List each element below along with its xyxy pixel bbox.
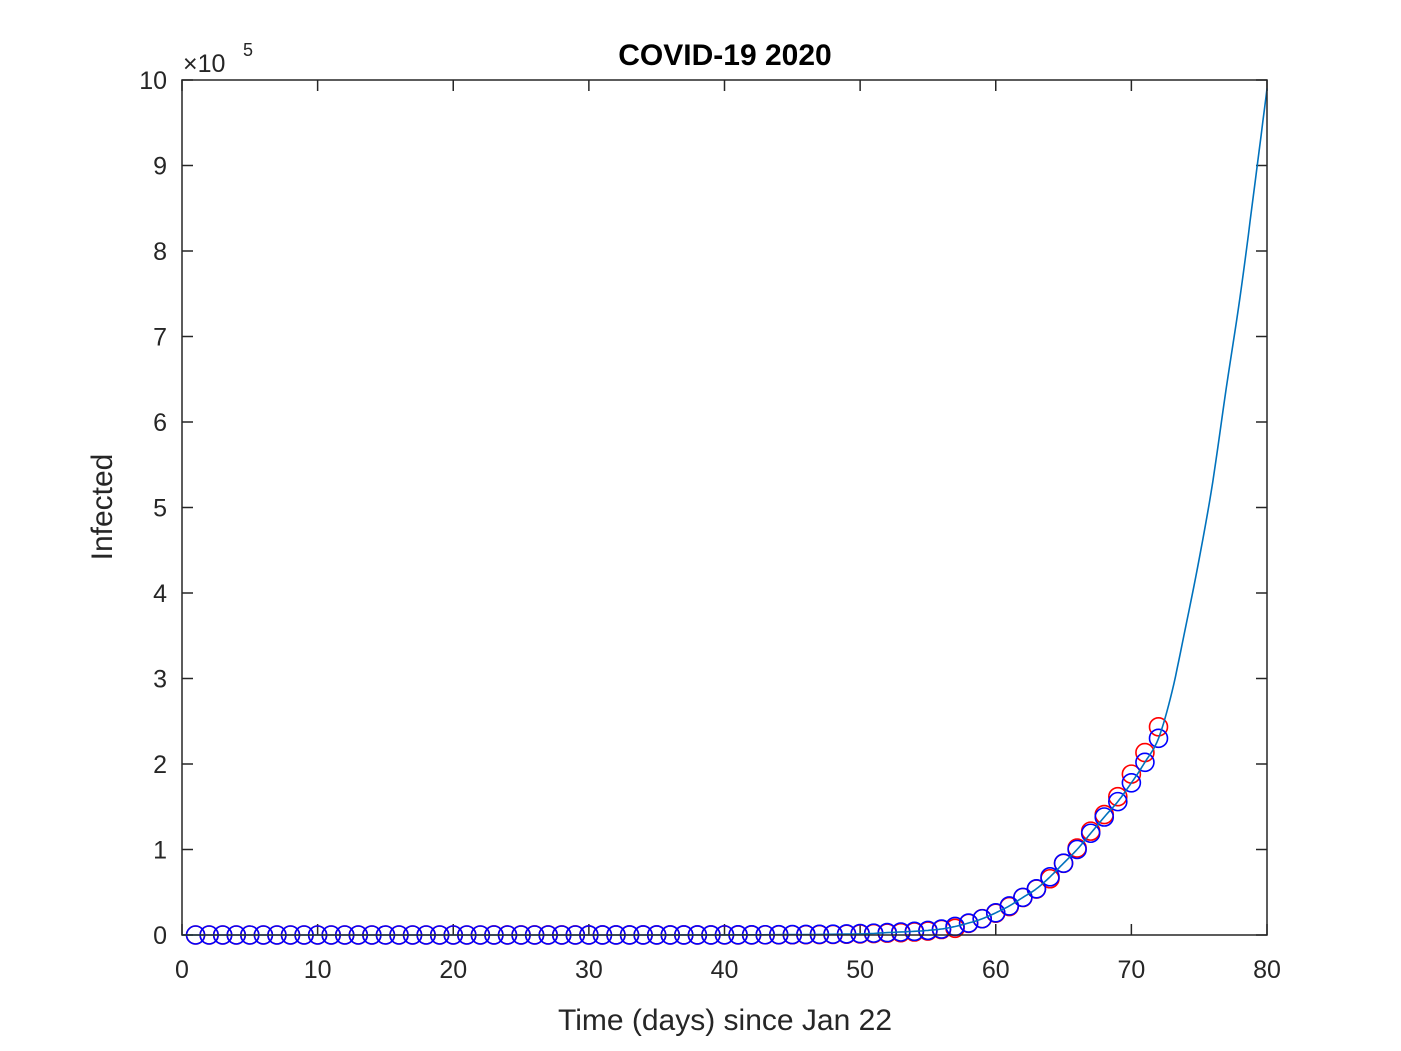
actual-point	[1040, 868, 1060, 889]
y-tick-label: 8	[153, 238, 167, 266]
x-tick-label: 70	[1117, 956, 1145, 984]
fitted-point	[1094, 807, 1115, 827]
y-tick-label: 2	[153, 751, 167, 779]
model-curve-line	[182, 88, 1268, 936]
y-tick-label: 3	[153, 666, 167, 694]
x-axis-label: Time (days) since Jan 22	[558, 1004, 892, 1037]
y-tick-label: 1	[153, 837, 167, 865]
x-tick-label: 0	[175, 956, 189, 984]
fitted-point	[972, 908, 992, 929]
fitted-point	[958, 913, 979, 933]
x-tick-label: 10	[304, 956, 332, 984]
y-exponent-base: ×10	[183, 50, 225, 78]
y-tick-label: 0	[153, 922, 167, 950]
y-tick-label: 9	[153, 153, 167, 181]
actual-point	[1148, 717, 1169, 737]
y-tick-label: 6	[153, 409, 167, 437]
fitted-point	[1067, 839, 1087, 860]
y-axis-label: Infected	[86, 454, 119, 561]
fitted-point	[1040, 867, 1060, 887]
fitted-point	[1053, 853, 1074, 873]
fitted-point	[1121, 773, 1142, 793]
x-tick-label: 50	[846, 956, 874, 984]
x-tick-label: 40	[711, 956, 739, 984]
y-exponent-power: 5	[243, 40, 253, 60]
fitted-point	[1080, 823, 1101, 844]
y-tick-label: 4	[153, 580, 167, 608]
fitted-point	[931, 919, 952, 939]
plot-box	[181, 79, 1268, 936]
actual-point	[1108, 786, 1128, 807]
y-exponent-label: ×10 5	[183, 40, 253, 78]
y-tick-label: 5	[153, 495, 167, 523]
chart-title: COVID-19 2020	[618, 39, 831, 72]
x-tick-label: 30	[575, 956, 603, 984]
fitted-point	[1108, 791, 1128, 812]
x-tick-label: 80	[1253, 956, 1281, 984]
series-actual	[185, 717, 1169, 945]
y-tick-label: 7	[153, 324, 167, 352]
y-tick-label: 10	[139, 67, 167, 95]
fitted-point	[1148, 728, 1169, 749]
series-fitted	[185, 728, 1169, 945]
fitted-point	[1026, 879, 1047, 899]
fitted-point	[1135, 752, 1155, 773]
x-tick-label: 20	[439, 956, 467, 984]
x-tick-label: 60	[982, 956, 1010, 984]
